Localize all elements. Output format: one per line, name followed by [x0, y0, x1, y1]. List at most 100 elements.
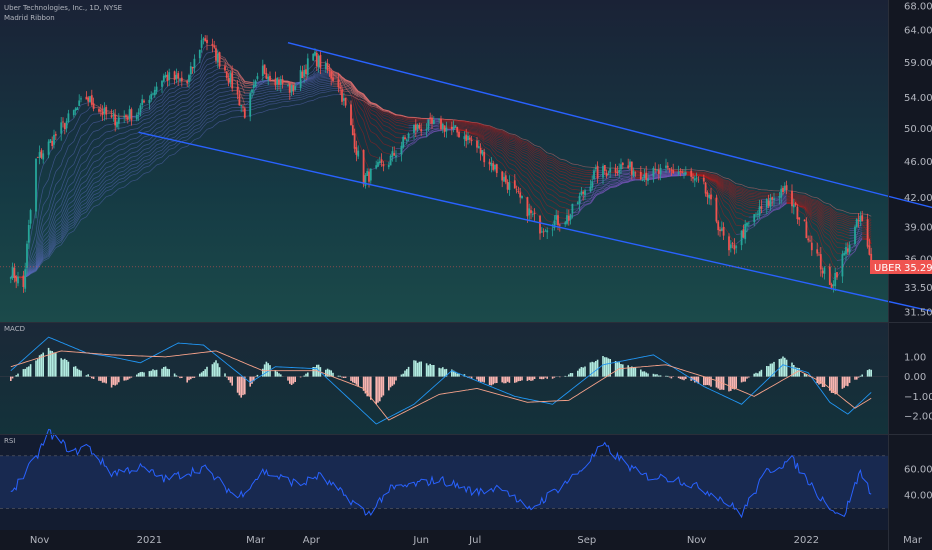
ribbon-segment — [428, 133, 431, 136]
ribbon-segment — [705, 175, 708, 178]
ribbon-segment — [78, 194, 82, 199]
ribbon-segment — [217, 88, 220, 90]
ribbon-segment — [532, 154, 535, 157]
ribbon-segment — [115, 140, 118, 143]
ribbon-segment — [480, 128, 483, 130]
ribbon-segment — [734, 197, 737, 200]
ribbon-segment — [113, 171, 116, 174]
ribbon-segment — [505, 154, 508, 158]
ribbon-segment — [413, 141, 417, 144]
ribbon-segment — [394, 116, 397, 119]
ribbon-segment — [779, 204, 782, 207]
ribbon-segment — [39, 242, 42, 249]
ribbon-segment — [37, 253, 40, 260]
ribbon-segment — [768, 211, 771, 214]
ribbon-segment — [869, 226, 872, 229]
ribbon-segment — [741, 195, 744, 198]
ribbon-segment — [849, 251, 856, 256]
ribbon-segment — [390, 128, 393, 131]
ribbon-segment — [186, 100, 190, 103]
ribbon-segment — [87, 135, 91, 140]
ribbon-segment — [118, 158, 125, 161]
ribbon-segment — [161, 140, 165, 144]
ribbon-segment — [370, 117, 377, 122]
ribbon-segment — [320, 85, 326, 87]
ribbon-segment — [89, 123, 93, 127]
ribbon-segment — [719, 205, 723, 210]
ribbon-segment — [163, 142, 166, 145]
ribbon-segment — [736, 211, 742, 215]
ribbon-segment — [62, 212, 66, 217]
ribbon-segment — [565, 207, 568, 209]
ribbon-segment — [206, 62, 213, 66]
ribbon-segment — [509, 137, 515, 140]
ribbon-segment — [50, 214, 53, 220]
ribbon-segment — [255, 88, 258, 91]
ribbon-segment — [62, 216, 66, 221]
ribbon-segment — [401, 120, 404, 122]
ribbon-segment — [201, 91, 204, 95]
ribbon-segment — [732, 227, 735, 233]
ribbon-segment — [577, 177, 580, 179]
ribbon-segment — [519, 160, 523, 164]
ribbon-segment — [392, 115, 395, 118]
ribbon-segment — [482, 125, 485, 128]
ribbon-segment — [39, 224, 42, 233]
ribbon-segment — [149, 129, 152, 132]
ribbon-segment — [192, 103, 195, 106]
ribbon-segment — [710, 179, 717, 184]
ribbon-segment — [480, 137, 483, 139]
ribbon-segment — [190, 82, 193, 85]
ribbon-segment — [858, 235, 861, 241]
ribbon-segment — [834, 220, 838, 223]
ribbon-segment — [62, 202, 66, 207]
ribbon-segment — [541, 162, 544, 166]
ribbon-segment — [527, 184, 530, 188]
ribbon-segment — [757, 219, 760, 223]
ribbon-segment — [313, 88, 316, 90]
ribbon-segment — [716, 179, 719, 183]
ribbon-segment — [39, 255, 42, 260]
ribbon-segment — [610, 183, 616, 186]
ribbon-segment — [568, 174, 571, 177]
ribbon-segment — [68, 216, 74, 221]
ribbon-segment — [60, 192, 64, 198]
ribbon-segment — [534, 167, 541, 171]
ribbon-segment — [502, 134, 505, 136]
ribbon-segment — [818, 213, 822, 217]
ribbon-segment — [55, 224, 62, 230]
ribbon-segment — [816, 210, 820, 213]
ribbon-segment — [35, 241, 39, 252]
ribbon-segment — [201, 107, 204, 111]
ribbon-segment — [48, 245, 51, 250]
ribbon-segment — [332, 72, 339, 75]
ribbon-segment — [350, 88, 354, 95]
ribbon-segment — [471, 131, 478, 133]
ribbon-segment — [404, 117, 407, 119]
ribbon-segment — [493, 139, 496, 141]
ribbon-segment — [100, 171, 103, 175]
ribbon-segment — [534, 158, 541, 162]
ribbon-segment — [307, 80, 314, 83]
ribbon-segment — [111, 168, 114, 171]
ribbon-segment — [104, 180, 107, 183]
ribbon-segment — [377, 118, 381, 121]
ribbon-segment — [836, 231, 843, 234]
ribbon-segment — [521, 145, 528, 149]
ribbon-segment — [516, 163, 519, 166]
ribbon-segment — [140, 150, 143, 154]
ribbon-segment — [163, 88, 166, 92]
ribbon-segment — [169, 108, 175, 111]
ribbon-segment — [43, 250, 49, 256]
ribbon-segment — [51, 225, 55, 231]
ribbon-segment — [746, 196, 749, 199]
ribbon-segment — [804, 206, 807, 210]
ribbon-segment — [239, 74, 242, 78]
ribbon-segment — [772, 206, 775, 208]
ribbon-segment — [717, 179, 721, 182]
ribbon-segment — [388, 132, 391, 135]
ribbon-segment — [732, 197, 735, 201]
ribbon-segment — [376, 156, 379, 159]
ribbon-segment — [829, 225, 832, 229]
